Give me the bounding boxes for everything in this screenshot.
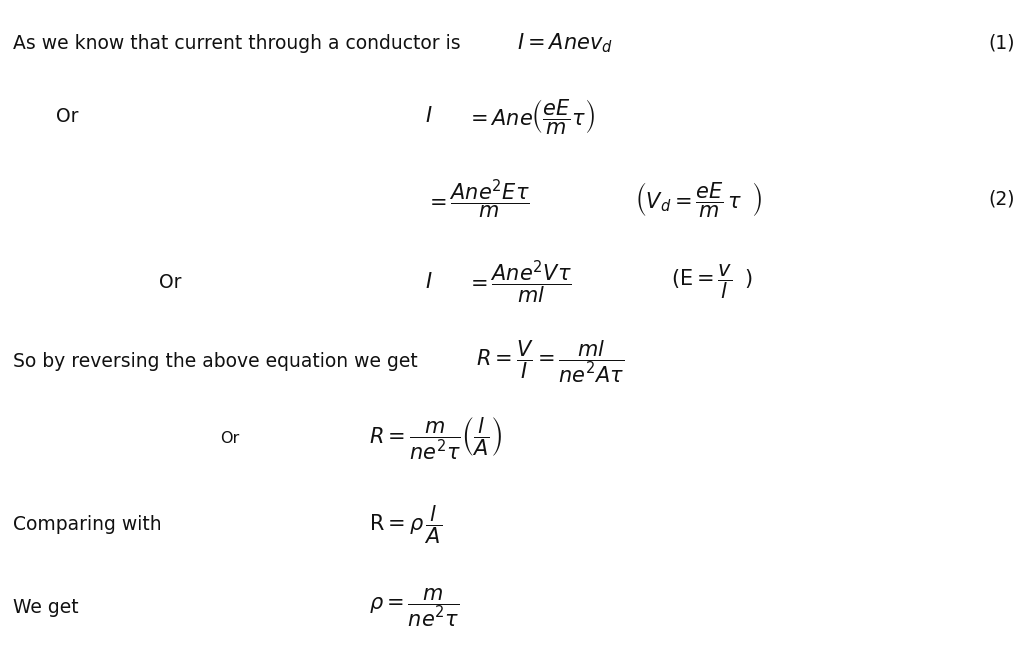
Text: Comparing with: Comparing with [13, 515, 162, 534]
Text: (2): (2) [988, 190, 1015, 208]
Text: $\left(V_{d} =\dfrac{eE}{m}\,\tau\;\;\right)$: $\left(V_{d} =\dfrac{eE}{m}\,\tau\;\;\ri… [635, 180, 762, 218]
Text: $\mathrm{R} =\rho\,\dfrac{l}{A}$: $\mathrm{R} =\rho\,\dfrac{l}{A}$ [369, 503, 441, 546]
Text: We get: We get [13, 598, 79, 617]
Text: Or: Or [56, 107, 79, 125]
Text: Or: Or [220, 431, 240, 446]
Text: $= \dfrac{Ane^{2}E\tau}{m}$: $= \dfrac{Ane^{2}E\tau}{m}$ [425, 177, 529, 221]
Text: $(\mathrm{E} = \dfrac{v}{l}\;\;)$: $(\mathrm{E} = \dfrac{v}{l}\;\;)$ [671, 263, 753, 301]
Text: $I = Anev_{d}$: $I = Anev_{d}$ [517, 31, 613, 55]
Text: So by reversing the above equation we get: So by reversing the above equation we ge… [13, 353, 418, 371]
Text: $I$: $I$ [425, 106, 432, 126]
Text: $R{=}\dfrac{V}{I}{=}\dfrac{ml}{ne^{2}A\tau}$: $R{=}\dfrac{V}{I}{=}\dfrac{ml}{ne^{2}A\t… [476, 339, 625, 385]
Text: As we know that current through a conductor is: As we know that current through a conduc… [13, 34, 461, 52]
Text: $R{=}\dfrac{m}{ne^{2}\tau}\left(\dfrac{l}{A}\right)$: $R{=}\dfrac{m}{ne^{2}\tau}\left(\dfrac{l… [369, 415, 502, 461]
Text: Or: Or [159, 273, 181, 291]
Text: $= Ane\left(\dfrac{eE}{m}\tau\right)$: $= Ane\left(\dfrac{eE}{m}\tau\right)$ [466, 97, 595, 135]
Text: (1): (1) [988, 34, 1015, 52]
Text: $\rho = \dfrac{m}{ne^{2}\tau}$: $\rho = \dfrac{m}{ne^{2}\tau}$ [369, 586, 459, 629]
Text: $I$: $I$ [425, 272, 432, 292]
Text: $= \dfrac{Ane^{2}V\tau}{ml}$: $= \dfrac{Ane^{2}V\tau}{ml}$ [466, 258, 571, 306]
